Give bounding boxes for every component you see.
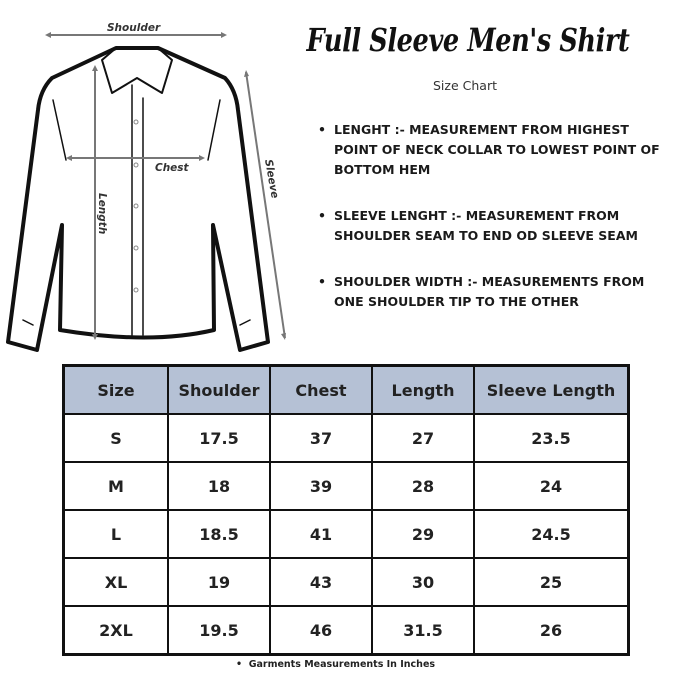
page-subtitle: Size Chart (433, 78, 497, 93)
header-sleeve-length: Sleeve Length (473, 364, 630, 415)
cell-size: M (62, 461, 169, 511)
cell-length: 29 (371, 509, 475, 559)
footnote-text: Garments Measurements In Inches (248, 659, 436, 670)
sleeve-arrow (245, 71, 286, 339)
cell-length: 31.5 (371, 605, 475, 656)
cell-sleeve-length: 26 (473, 605, 630, 656)
cell-size: 2XL (62, 605, 169, 656)
length-label: Length (96, 193, 108, 234)
header-chest: Chest (269, 364, 373, 415)
cell-shoulder: 18.5 (167, 509, 271, 559)
cell-chest: 39 (269, 461, 373, 511)
cell-chest: 37 (269, 413, 373, 463)
cell-size: XL (62, 557, 169, 607)
shirt-outline (6, 46, 270, 352)
table-header-row: Size Shoulder Chest Length Sleeve Length (62, 364, 630, 415)
cell-chest: 46 (269, 605, 373, 656)
footnote: • Garments Measurements In Inches (236, 659, 436, 670)
table-row: L 18.5 41 29 24.5 (62, 509, 630, 559)
cell-chest: 43 (269, 557, 373, 607)
header-length: Length (371, 364, 475, 415)
cell-size: S (62, 413, 169, 463)
table-row: S 17.5 37 27 23.5 (62, 413, 630, 463)
chest-label: Chest (155, 162, 190, 174)
cell-shoulder: 19.5 (167, 605, 271, 656)
cell-shoulder: 17.5 (167, 413, 271, 463)
note-shoulder-width: SHOULDER WIDTH :- MEASUREMENTS FROM ONE … (316, 272, 666, 312)
page-title: Full Sleeve Men's Shirt (306, 21, 630, 59)
cell-sleeve-length: 25 (473, 557, 630, 607)
shirt-diagram: Shoulder Chest Length Sleeve (6, 22, 286, 352)
note-sleeve-length: SLEEVE LENGHT :- MEASUREMENT FROM SHOULD… (316, 206, 666, 246)
cell-sleeve-length: 23.5 (473, 413, 630, 463)
cell-shoulder: 18 (167, 461, 271, 511)
cell-length: 28 (371, 461, 475, 511)
shoulder-label: Shoulder (107, 22, 161, 34)
cell-size: L (62, 509, 169, 559)
cell-shoulder: 19 (167, 557, 271, 607)
table-row: XL 19 43 30 25 (62, 557, 630, 607)
table-row: 2XL 19.5 46 31.5 26 (62, 605, 630, 656)
note-length: LENGHT :- MEASUREMENT FROM HIGHEST POINT… (316, 120, 666, 180)
cell-length: 30 (371, 557, 475, 607)
table-row: M 18 39 28 24 (62, 461, 630, 511)
cell-length: 27 (371, 413, 475, 463)
cell-sleeve-length: 24.5 (473, 509, 630, 559)
header-size: Size (62, 364, 169, 415)
cell-chest: 41 (269, 509, 373, 559)
size-table: Size Shoulder Chest Length Sleeve Length… (62, 364, 630, 656)
sleeve-label: Sleeve (262, 158, 281, 199)
cell-sleeve-length: 24 (473, 461, 630, 511)
header-shoulder: Shoulder (167, 364, 271, 415)
measurement-notes: LENGHT :- MEASUREMENT FROM HIGHEST POINT… (316, 120, 666, 312)
